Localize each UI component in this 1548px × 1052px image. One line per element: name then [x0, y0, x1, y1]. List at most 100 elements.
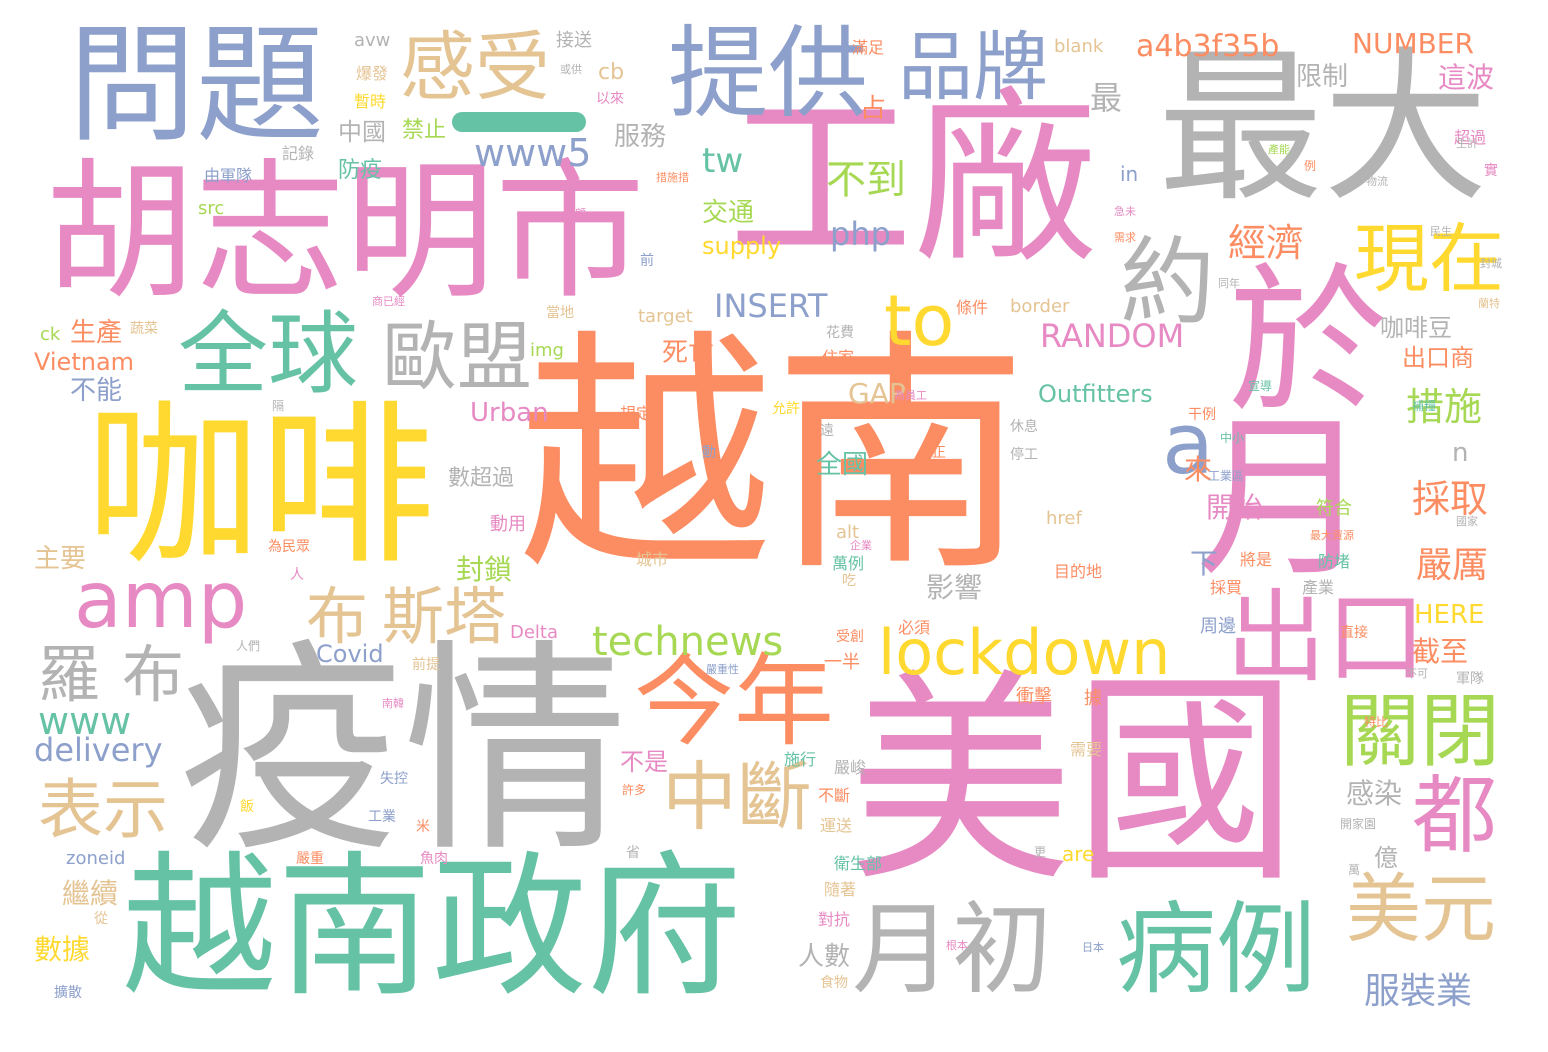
word: 經濟: [1228, 221, 1305, 265]
word: 直接: [1340, 625, 1368, 641]
word: 感受: [400, 23, 551, 111]
word: 工廠: [728, 72, 1098, 288]
word: a: [1162, 395, 1215, 494]
word: 不是: [620, 748, 668, 776]
dash-mark: [452, 112, 586, 132]
word: 歐盟: [382, 313, 533, 401]
word: 開始: [1206, 491, 1263, 524]
word: 蘭特: [1478, 297, 1500, 310]
word: Urban: [470, 398, 549, 428]
word: www: [38, 699, 132, 743]
word: 防疫: [338, 158, 383, 183]
word: 允許: [772, 401, 800, 417]
word: 隨著: [824, 880, 857, 899]
word: supply: [702, 232, 782, 260]
word: 嚴重性: [706, 663, 739, 676]
word: 咖啡: [85, 386, 435, 589]
word: delivery: [34, 731, 163, 769]
word: 為員工: [894, 389, 927, 402]
word: 服裝業: [1364, 971, 1473, 1012]
word: 這波: [1438, 61, 1495, 94]
word: 隔: [272, 399, 285, 413]
word: in: [1120, 162, 1139, 186]
word: 於: [1228, 248, 1389, 435]
word: 商已經: [372, 295, 405, 308]
word: 軍隊: [1456, 671, 1484, 687]
word: 記錄: [282, 144, 315, 163]
word: 億: [1374, 844, 1398, 872]
word: 羅: [38, 638, 101, 711]
word: 嚴厲: [1416, 545, 1489, 586]
word: 占: [860, 94, 887, 124]
word: 不能: [70, 376, 123, 406]
word: 人: [290, 567, 304, 583]
word: php: [830, 215, 891, 253]
word: 據: [1084, 688, 1102, 709]
word: 國家: [1456, 515, 1478, 528]
word: 採取: [1412, 477, 1489, 521]
word: 人們: [236, 639, 261, 653]
word: 嚴重: [296, 851, 324, 867]
word: 爆發: [356, 64, 389, 83]
word: cb: [598, 60, 625, 85]
word: 食物: [820, 975, 848, 991]
word: 日本: [1082, 941, 1104, 954]
word: 最: [1090, 79, 1123, 117]
word: 城市: [636, 550, 669, 569]
word: 規定: [620, 404, 653, 423]
word: 不可: [1406, 667, 1428, 680]
word: 疫情: [178, 621, 628, 883]
word: 數據: [34, 933, 91, 966]
word: 吃: [842, 573, 856, 589]
word: 出口: [1226, 579, 1426, 696]
word: 為民眾: [268, 539, 310, 555]
word: 以來: [596, 91, 624, 107]
word: 飯: [240, 799, 254, 815]
word: 當地: [546, 305, 574, 321]
word: Vietnam: [34, 348, 135, 376]
word: 停工: [1010, 447, 1038, 463]
word: 中國: [338, 118, 386, 146]
word: 措施措: [656, 171, 689, 184]
word: 胡志明市: [45, 146, 646, 320]
word: 採買: [1210, 578, 1243, 597]
word: 防堵: [1318, 552, 1351, 571]
word: 施行: [784, 750, 817, 769]
word: 生計: [1456, 137, 1478, 150]
word: 花費: [826, 325, 854, 341]
word: 美元: [1346, 865, 1497, 953]
word: 繼續: [62, 877, 119, 910]
word: INSERT: [714, 287, 828, 325]
word: 布: [122, 638, 185, 711]
word: 企業: [850, 539, 872, 552]
word: 一半: [824, 652, 860, 673]
word: 封鎖: [456, 553, 513, 586]
word: 特比: [1364, 715, 1389, 729]
word: 例: [1304, 159, 1317, 173]
word: 需要: [1070, 740, 1103, 759]
word: zoneid: [66, 848, 126, 869]
word: 開家園: [1340, 817, 1377, 831]
word: 生產: [70, 318, 123, 348]
word: src: [198, 198, 225, 219]
word: 措施: [1406, 385, 1483, 429]
word: 封城: [1480, 257, 1502, 270]
word: 美國: [848, 651, 1298, 913]
word: 越南政府: [122, 837, 742, 1018]
word: 截至: [1412, 635, 1469, 668]
word: 南韓: [382, 697, 404, 710]
word: 中小: [1220, 431, 1245, 445]
word: 越南: [518, 309, 1029, 606]
word: tw: [702, 141, 744, 181]
word: 現在: [1354, 215, 1505, 303]
word: 限制: [1296, 62, 1349, 92]
word: 工業區: [1208, 469, 1245, 483]
word: 關閉: [1340, 685, 1500, 778]
word: 前: [640, 253, 654, 269]
word: 物流: [1366, 175, 1388, 188]
word: 許多: [622, 783, 647, 797]
word: 人數: [798, 942, 851, 972]
word: 嚴峻: [834, 758, 867, 777]
word: 周邊: [1200, 616, 1236, 637]
